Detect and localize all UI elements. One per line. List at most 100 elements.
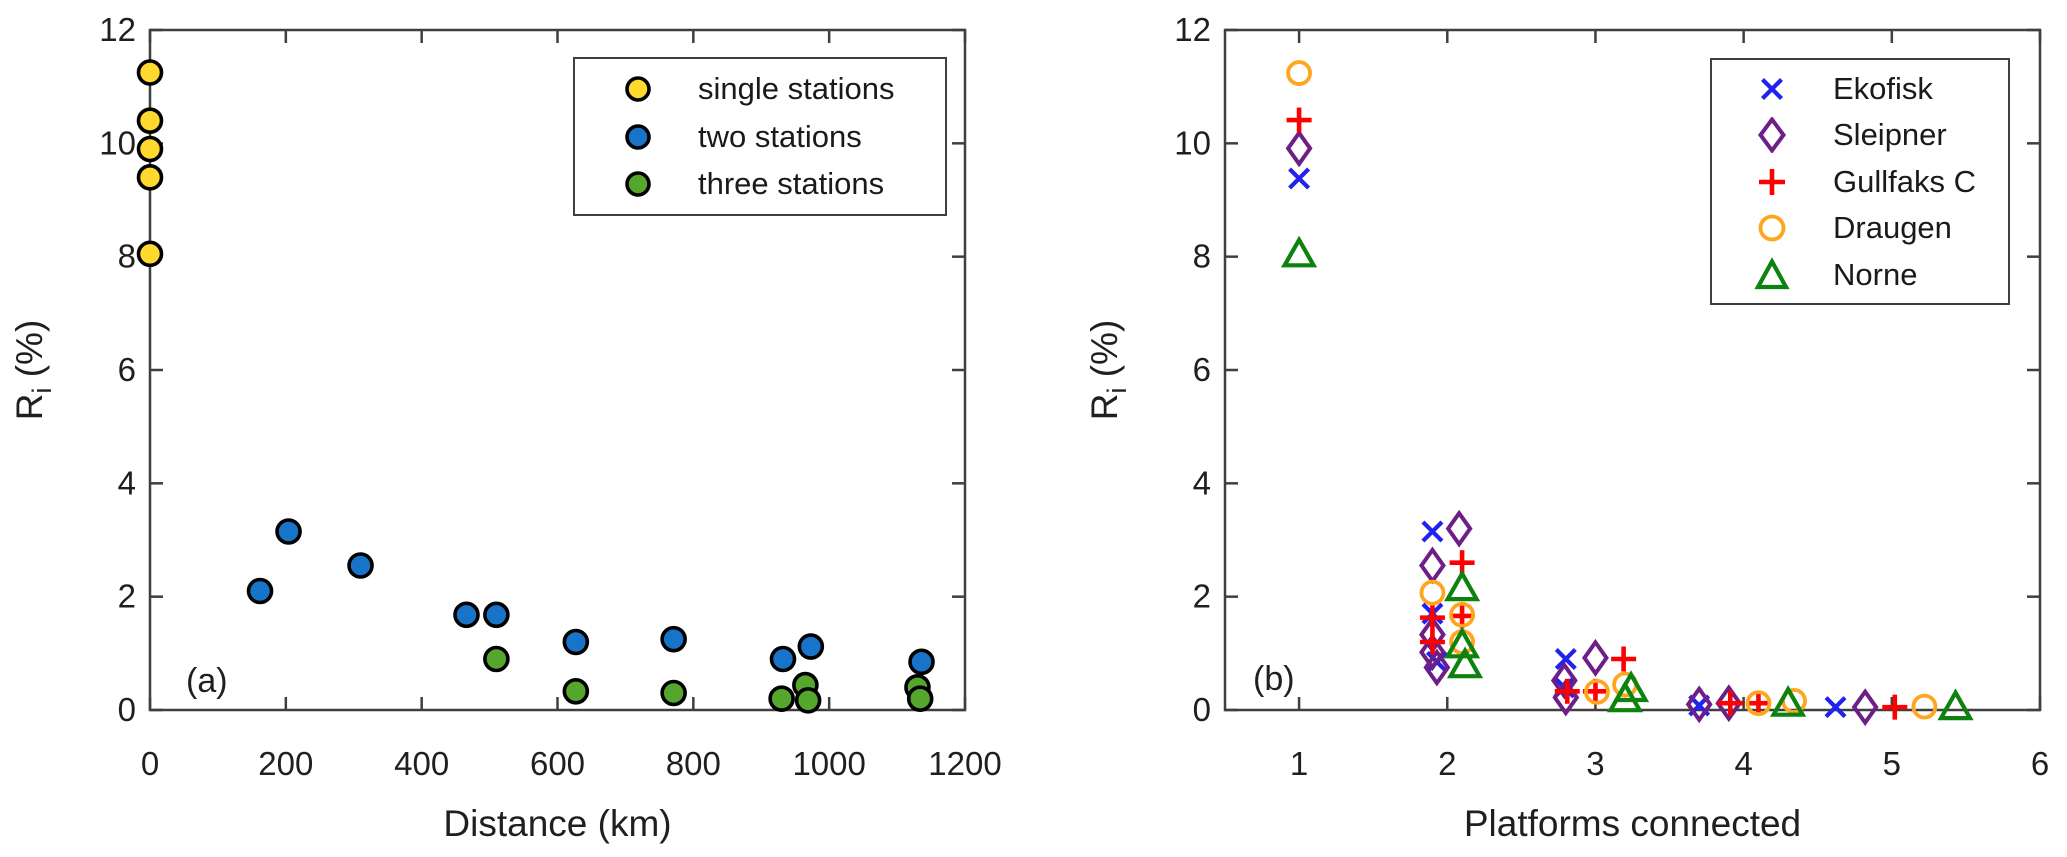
legend-label: single stations [698, 70, 895, 106]
single-stations-circle-icon [622, 73, 654, 105]
y-tick-label: 0 [118, 691, 136, 728]
panel-a: 0 200 400 600 800 1000 1200 0 2 4 6 8 10 12 Distance (… [9, 11, 1002, 844]
data-point-ekofisk [1824, 696, 1847, 719]
y-tick-label: 8 [1193, 238, 1211, 275]
data-point-norne [1280, 235, 1318, 268]
data-point-three-stations [483, 645, 510, 673]
data-point-gullfaks-c [1882, 694, 1908, 720]
data-point-three-stations [660, 679, 687, 707]
data-point-single-stations [136, 240, 164, 268]
data-point-sleipner [1419, 546, 1446, 585]
data-point-two-stations [453, 601, 480, 629]
legend-label: Norne [1833, 256, 1918, 292]
x-tick-label: 800 [666, 745, 721, 782]
data-point-sleipner [1851, 688, 1879, 727]
data-point-sleipner [1685, 685, 1713, 724]
data-point-two-stations [483, 601, 510, 629]
legend-item-two-stations: two stations [575, 119, 945, 155]
x-tick-label: 2 [1438, 745, 1456, 782]
data-point-draugen [1419, 579, 1446, 606]
data-point-norne [1937, 688, 1974, 721]
legend-label: three stations [698, 166, 885, 202]
x-tick-label: 1000 [792, 745, 865, 782]
x-tick-label: 400 [394, 745, 449, 782]
data-point-norne [1769, 684, 1807, 717]
data-point-two-stations [246, 577, 274, 605]
data-point-sleipner [1550, 661, 1578, 700]
data-point-single-stations [136, 164, 164, 191]
two-stations-circle-icon [622, 121, 654, 153]
data-point-two-stations [769, 645, 797, 673]
y-tick-label: 2 [118, 578, 136, 615]
data-point-draugen [1745, 690, 1772, 717]
legend-label: Sleipner [1833, 117, 1947, 152]
data-point-norne [1606, 680, 1644, 713]
x-tick-label: 4 [1734, 745, 1752, 782]
data-point-sleipner [1582, 638, 1609, 677]
legend-item-gullfaks-c: Gullfaks C [1712, 164, 2008, 200]
data-point-three-stations [794, 687, 822, 714]
y-tick-label: 0 [1193, 691, 1211, 728]
triangle-marker-icon [1754, 256, 1790, 293]
y-tick-label: 6 [1193, 351, 1211, 388]
data-point-ekofisk [1288, 167, 1311, 190]
data-point-sleipner [1423, 648, 1451, 687]
data-point-two-stations [562, 628, 590, 656]
data-point-draugen [1911, 693, 1938, 720]
data-point-two-stations [347, 552, 374, 579]
data-point-gullfaks-c [1419, 605, 1445, 631]
y-tick-label: 6 [118, 351, 136, 388]
data-point-three-stations [768, 685, 795, 712]
x-tick-label: 5 [1883, 745, 1901, 782]
x-tick-label: 1200 [928, 745, 1001, 782]
data-point-two-stations [275, 518, 302, 545]
x-tick-label: 0 [141, 745, 159, 782]
legend-item-three-stations: three stations [575, 166, 945, 202]
data-point-norne [1446, 646, 1484, 679]
panel-letter-label: (b) [1253, 660, 1295, 698]
legend-label: Gullfaks C [1833, 163, 1976, 199]
y-tick-label: 10 [1174, 124, 1211, 161]
x-tick-label: 200 [258, 745, 313, 782]
legend-item-sleipner: Sleipner [1712, 117, 2008, 153]
y-tick-label: 2 [1193, 578, 1211, 615]
three-stations-circle-icon [622, 168, 654, 200]
y-tick-label: 4 [118, 464, 136, 501]
y-tick-label: 4 [1193, 464, 1211, 501]
legend-item-norne: Norne [1712, 257, 2008, 293]
data-point-ekofisk [1421, 520, 1444, 543]
data-point-two-stations [797, 633, 825, 660]
x-tick-label: 600 [530, 745, 585, 782]
legend-label: Draugen [1833, 210, 1952, 245]
circle-marker-icon [1754, 210, 1790, 246]
y-axis-label: Ri (%) [1084, 320, 1132, 421]
y-tick-label: 12 [99, 11, 136, 48]
data-point-sleipner [1715, 684, 1743, 723]
data-point-draugen [1449, 601, 1475, 628]
legend-item-draugen: Draugen [1712, 210, 2008, 246]
data-point-sleipner [1419, 633, 1446, 672]
diamond-marker-icon [1754, 117, 1790, 153]
legend-label: Ekofisk [1833, 70, 1933, 106]
data-point-gullfaks-c [1419, 629, 1445, 655]
data-point-two-stations [660, 625, 687, 653]
data-point-three-stations [906, 685, 934, 712]
x-axis-label: Distance (km) [443, 803, 671, 844]
data-point-ekofisk [1554, 648, 1577, 670]
y-tick-label: 8 [118, 238, 136, 275]
data-point-gullfaks-c [1611, 646, 1637, 672]
x-tick-label: 3 [1586, 745, 1604, 782]
x-marker-icon [1754, 71, 1790, 107]
y-tick-label: 10 [99, 124, 136, 161]
panel-letter-label: (a) [186, 662, 228, 700]
data-point-gullfaks-c [1286, 107, 1312, 133]
data-point-norne [1443, 569, 1481, 602]
data-point-gullfaks-c [1554, 678, 1580, 704]
data-point-draugen [1286, 60, 1312, 86]
plus-marker-icon [1754, 164, 1790, 200]
legend-item-single-stations: single stations [575, 71, 945, 107]
data-point-gullfaks-c [1717, 690, 1743, 716]
data-point-single-stations [136, 135, 164, 163]
